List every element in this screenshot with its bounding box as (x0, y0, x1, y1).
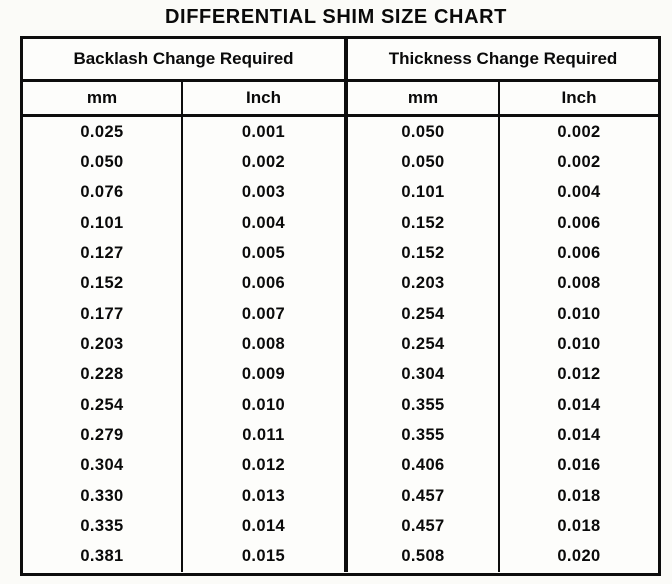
cell-thickness-mm: 0.152 (348, 208, 500, 239)
cell-thickness-mm: 0.457 (348, 511, 500, 542)
cell-backlash-mm: 0.203 (23, 329, 183, 360)
shim-size-table: Backlash Change Required Thickness Chang… (20, 36, 661, 576)
cell-backlash-inch: 0.015 (183, 541, 348, 573)
header-thickness-mm: mm (348, 82, 500, 114)
cell-backlash-inch: 0.007 (183, 299, 348, 330)
cell-backlash-inch: 0.002 (183, 147, 348, 178)
cell-thickness-inch: 0.010 (557, 304, 601, 323)
cell-backlash-inch: 0.004 (183, 208, 348, 239)
cell-backlash-inch: 0.013 (183, 481, 348, 512)
header-backlash-inch: Inch (183, 82, 348, 114)
cell-backlash-mm: 0.101 (23, 208, 183, 239)
cell-backlash-mm: 0.177 (23, 299, 183, 330)
cell-backlash-mm: 0.228 (23, 359, 183, 391)
cell-thickness-mm: 0.050 (348, 147, 500, 178)
cell-backlash-inch: 0.006 (183, 268, 348, 300)
cell-thickness-inch: 0.016 (557, 456, 601, 475)
group-header-row: Backlash Change Required Thickness Chang… (23, 39, 658, 82)
cell-thickness-inch: 0.008 (557, 274, 601, 293)
cell-thickness-inch: 0.014 (557, 395, 601, 414)
cell-thickness-mm: 0.355 (348, 420, 500, 451)
cell-backlash-mm: 0.127 (23, 238, 183, 269)
cell-backlash-mm: 0.025 (23, 117, 183, 148)
cell-backlash-mm: 0.050 (23, 147, 183, 178)
cell-thickness-mm: 0.254 (348, 299, 500, 330)
cell-thickness-inch: 0.020 (557, 547, 601, 566)
cell-thickness-inch: 0.014 (557, 426, 601, 445)
cell-thickness-mm: 0.304 (348, 359, 500, 391)
unit-header-row: mm Inch mm Inch (23, 82, 658, 117)
cell-backlash-inch: 0.003 (183, 177, 348, 209)
cell-thickness-inch: 0.012 (557, 365, 601, 384)
cell-thickness-mm: 0.152 (348, 238, 500, 269)
cell-backlash-mm: 0.381 (23, 541, 183, 573)
cell-thickness-mm: 0.457 (348, 481, 500, 512)
cell-thickness-inch: 0.006 (557, 244, 601, 263)
cell-thickness-mm: 0.406 (348, 450, 500, 482)
cell-backlash-inch: 0.005 (183, 238, 348, 269)
cell-backlash-mm: 0.279 (23, 420, 183, 451)
cell-backlash-inch: 0.012 (183, 450, 348, 482)
cell-thickness-mm: 0.203 (348, 268, 500, 300)
column-group-backlash: Backlash Change Required (23, 39, 348, 79)
cell-thickness-inch: 0.010 (557, 335, 601, 354)
cell-backlash-inch: 0.014 (183, 511, 348, 542)
table-body: 0.025 0.001 0.050 0.002 0.050 0.002 0.050 0.002… (23, 117, 658, 573)
cell-thickness-inch: 0.002 (557, 122, 601, 141)
column-group-thickness: Thickness Change Required (388, 49, 618, 68)
cell-thickness-inch: 0.002 (557, 153, 601, 172)
cell-backlash-mm: 0.330 (23, 481, 183, 512)
cell-thickness-inch: 0.018 (557, 486, 601, 505)
cell-backlash-inch: 0.010 (183, 390, 348, 421)
cell-backlash-mm: 0.304 (23, 450, 183, 482)
cell-backlash-inch: 0.011 (183, 420, 348, 451)
cell-thickness-mm: 0.508 (348, 541, 500, 573)
cell-thickness-inch: 0.004 (557, 183, 601, 202)
cell-thickness-mm: 0.254 (348, 329, 500, 360)
cell-thickness-mm: 0.355 (348, 390, 500, 421)
cell-thickness-mm: 0.050 (348, 117, 500, 148)
cell-backlash-mm: 0.152 (23, 268, 183, 300)
cell-backlash-mm: 0.254 (23, 390, 183, 421)
cell-backlash-mm: 0.335 (23, 511, 183, 542)
header-backlash-mm: mm (23, 82, 183, 114)
cell-thickness-mm: 0.101 (348, 177, 500, 209)
cell-thickness-inch: 0.018 (557, 517, 601, 536)
cell-backlash-mm: 0.076 (23, 177, 183, 209)
cell-backlash-inch: 0.009 (183, 359, 348, 391)
page-title: DIFFERENTIAL SHIM SIZE CHART (165, 6, 507, 28)
cell-backlash-inch: 0.001 (183, 117, 348, 148)
cell-thickness-inch: 0.006 (557, 213, 601, 232)
cell-backlash-inch: 0.008 (183, 329, 348, 360)
header-thickness-inch: Inch (561, 88, 597, 107)
